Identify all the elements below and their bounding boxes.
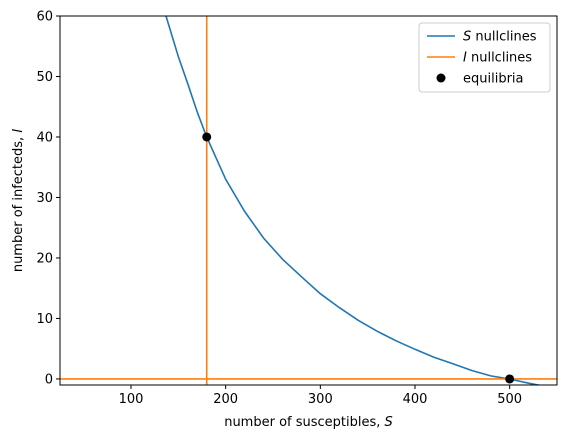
y-tick-label-10: 10 — [36, 312, 53, 327]
x-tick-label-200: 200 — [213, 392, 238, 407]
equilibrium-point-1 — [202, 132, 212, 142]
axes: 100 200 300 400 500 0 10 20 30 40 50 60 — [36, 10, 558, 407]
legend-equilibria-marker — [436, 73, 446, 83]
y-tick-label-50: 50 — [36, 70, 53, 85]
y-tick-label-30: 30 — [36, 191, 53, 206]
legend-i-nullclines-label: I nullclines — [463, 51, 532, 66]
x-tick-label-400: 400 — [403, 392, 428, 407]
x-tick-label-500: 500 — [497, 392, 522, 407]
axes-frame — [59, 15, 558, 386]
legend-s-nullclines: S nullclines — [427, 30, 537, 45]
x-tick-label-300: 300 — [308, 392, 333, 407]
x-axis-label: number of susceptibles, S — [224, 415, 393, 430]
y-tick-label-0: 0 — [45, 372, 53, 387]
legend: S nullclines I nullclines equilibria — [418, 22, 551, 93]
legend-equilibria-label: equilibria — [463, 72, 524, 87]
y-tick-label-60: 60 — [36, 10, 53, 25]
x-tick-label-100: 100 — [119, 392, 144, 407]
y-tick-label-20: 20 — [36, 251, 53, 266]
legend-i-nullclines: I nullclines — [427, 51, 532, 66]
y-axis-label: number of infecteds, I — [11, 129, 26, 273]
equilibrium-point-2 — [505, 374, 515, 384]
legend-box — [418, 22, 551, 93]
legend-s-nullclines-label: S nullclines — [463, 30, 537, 45]
legend-equilibria: equilibria — [436, 72, 524, 87]
axis-labels: number of susceptibles, S number of infec… — [11, 129, 393, 430]
y-tick-label-40: 40 — [36, 130, 53, 145]
